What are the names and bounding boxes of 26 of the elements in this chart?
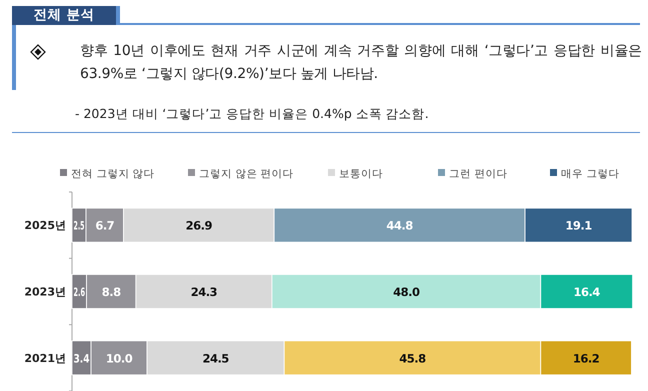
data-label: 2.5 — [74, 218, 94, 233]
chart-subtitle: 향후 10년 이후에도 현재 거주 시군에 계속 거주할 의향에 대해 ‘그렇다’고 응답한 비율은 63.9%로 ‘그렇지 않다(9.2%)’보다 높게 나타남. — [80, 42, 642, 84]
data-label: 24.5 — [202, 351, 230, 366]
text: - 2023년 대비 ‘그렇다’고 응답한 비율은 0.4%p 소폭 감소함. — [75, 106, 429, 123]
y-tick-label: 2025년 — [24, 219, 66, 232]
data-label: 6.7 — [95, 218, 115, 233]
y-tick-label: 2023년 — [24, 286, 66, 298]
data-label: 44.8 — [386, 218, 414, 233]
data-label: 2.6 — [74, 285, 94, 299]
data-label: 10.0 — [106, 351, 133, 366]
data-label: 19.1 — [565, 218, 592, 233]
legend-label: 보통이다 — [339, 168, 383, 180]
y-tick-label: 2021년 — [24, 352, 66, 365]
data-label: 26.9 — [186, 218, 213, 233]
chart-title: 전체 분석 — [12, 6, 120, 25]
data-label: 3.4 — [74, 351, 94, 366]
data-label: 48.0 — [393, 285, 420, 299]
legend-label: 그런 편이다 — [449, 168, 508, 180]
data-label: 16.4 — [573, 285, 600, 299]
data-label: 16.2 — [572, 351, 600, 366]
data-label: 45.8 — [399, 351, 426, 366]
legend-label: 매우 그렇다 — [561, 168, 620, 180]
legend-label: 전혀 그렇지 않다 — [71, 168, 155, 180]
data-label: 8.8 — [102, 285, 122, 299]
data-label: 24.3 — [190, 285, 218, 299]
legend-label: 그렇지 않은 편이다 — [199, 168, 294, 180]
